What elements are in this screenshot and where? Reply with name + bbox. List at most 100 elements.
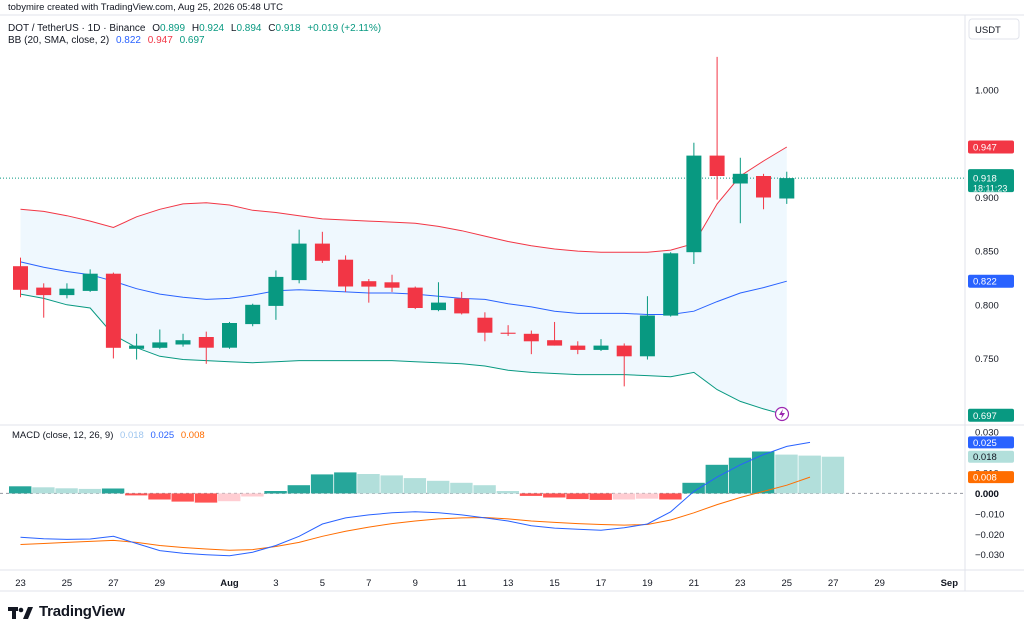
time-tick-label: 29 [155, 578, 166, 589]
candle-body-up [152, 342, 168, 348]
candle[interactable] [686, 142, 702, 265]
candle[interactable] [431, 282, 446, 312]
candle[interactable] [709, 56, 725, 200]
candle[interactable] [105, 272, 121, 359]
macd-tick-label: 0.000 [975, 489, 999, 500]
symbol-title[interactable]: DOT / TetherUS · 1D · Binance [8, 23, 146, 34]
bb-lower-axis-label-bg [968, 408, 1014, 422]
candle[interactable] [732, 157, 748, 224]
candle[interactable] [314, 231, 330, 263]
candle[interactable] [175, 333, 191, 347]
macd-histogram-bar [32, 487, 55, 494]
brand-name: TradingView [39, 603, 125, 620]
candle-body-up [663, 253, 679, 316]
macd-histogram-bar [125, 493, 148, 496]
candle[interactable] [639, 296, 655, 360]
candle-body-up [639, 315, 655, 357]
candle-body-down [198, 337, 214, 348]
candle[interactable] [616, 343, 632, 387]
candle[interactable] [291, 229, 307, 284]
time-axis-settings[interactable] [967, 572, 1019, 590]
candle[interactable] [198, 331, 214, 364]
macd-signal-value: 0.008 [180, 430, 205, 441]
bb-title[interactable]: BB (20, SMA, close, 2) [8, 35, 110, 46]
currency-button[interactable] [968, 18, 1020, 40]
candle-body-down [338, 259, 354, 287]
high-label: H [191, 23, 200, 34]
candle-body-down [384, 282, 400, 288]
candle[interactable] [779, 171, 795, 204]
candle[interactable] [222, 321, 237, 349]
bb-lower-axis-label: 0.697 [973, 411, 997, 422]
candle[interactable] [756, 173, 771, 210]
time-tick-label: Sep [941, 578, 959, 589]
time-tick-label: 13 [503, 578, 514, 589]
tradingview-brand[interactable]: TradingView [8, 603, 125, 620]
time-tick-label: 27 [108, 578, 119, 589]
macd-histogram-bar [705, 464, 728, 494]
high-value: 0.924 [199, 23, 225, 34]
candle-body-up [291, 243, 307, 281]
candle[interactable] [59, 283, 75, 299]
price-tick-label: 1.000 [975, 86, 999, 97]
macd-hist-axis-label-bg [968, 450, 1014, 463]
lightning-icon-bolt [779, 409, 785, 419]
time-tick-label: 9 [413, 578, 418, 589]
candle[interactable] [593, 339, 609, 351]
candle-body-up [268, 276, 284, 306]
candle[interactable] [129, 333, 145, 360]
candle-body-down [756, 176, 771, 198]
candle[interactable] [570, 341, 586, 355]
candle[interactable] [152, 329, 168, 349]
candle[interactable] [477, 312, 493, 342]
time-tick-label: 25 [781, 578, 792, 589]
time-axis-settings-bg [967, 572, 1019, 590]
macd-histogram-bar [334, 472, 357, 494]
candle-body-down [500, 332, 516, 334]
candle[interactable] [500, 325, 516, 336]
candle[interactable] [82, 269, 98, 292]
bb-basis-line [20, 261, 787, 315]
candle-body-down [570, 345, 586, 350]
candle[interactable] [338, 255, 354, 292]
open-label: O [152, 23, 161, 34]
time-tick-label: 17 [596, 578, 607, 589]
time-tick-label: 21 [689, 578, 700, 589]
macd-line-value: 0.025 [150, 430, 175, 441]
candle[interactable] [36, 283, 52, 318]
candle[interactable] [13, 257, 28, 298]
candle[interactable] [245, 303, 261, 327]
time-tick-label: 15 [549, 578, 560, 589]
time-tick-label: Aug [220, 578, 239, 589]
macd-tick-label: −0.020 [975, 530, 1004, 541]
candle[interactable] [407, 286, 423, 310]
candle-body-down [36, 287, 52, 296]
macd-histogram-bar [635, 493, 659, 499]
candle[interactable] [523, 330, 539, 355]
lightning-event-icon[interactable] [774, 406, 790, 422]
symbol-legend: DOT / TetherUS · 1D · Binance O0.899 H0.… [8, 23, 381, 34]
candle[interactable] [361, 279, 377, 303]
time-tick-label: 27 [828, 578, 839, 589]
close-label: C [268, 23, 276, 34]
candle-body-up [245, 304, 261, 325]
bb-basis-axis-label: 0.822 [973, 277, 997, 288]
time-tick-label: 11 [457, 578, 467, 589]
macd-histogram-bar [496, 491, 519, 494]
candle[interactable] [454, 291, 470, 315]
macd-histogram-bar [264, 491, 287, 494]
candle[interactable] [268, 270, 284, 320]
candle[interactable] [384, 274, 400, 292]
macd-histogram-bar [194, 493, 218, 503]
time-tick-label: 29 [874, 578, 885, 589]
macd-title[interactable]: MACD (close, 12, 26, 9) [12, 430, 114, 441]
currency-label: USDT [975, 25, 1001, 36]
candle[interactable] [663, 252, 679, 317]
candle-body-up [82, 273, 98, 291]
candle-body-down [454, 298, 470, 314]
macd-histogram-bar [427, 480, 450, 494]
macd-legend: MACD (close, 12, 26, 9) 0.018 0.025 0.00… [12, 430, 205, 441]
macd-hist-value: 0.018 [120, 430, 144, 441]
candle[interactable] [547, 321, 563, 346]
